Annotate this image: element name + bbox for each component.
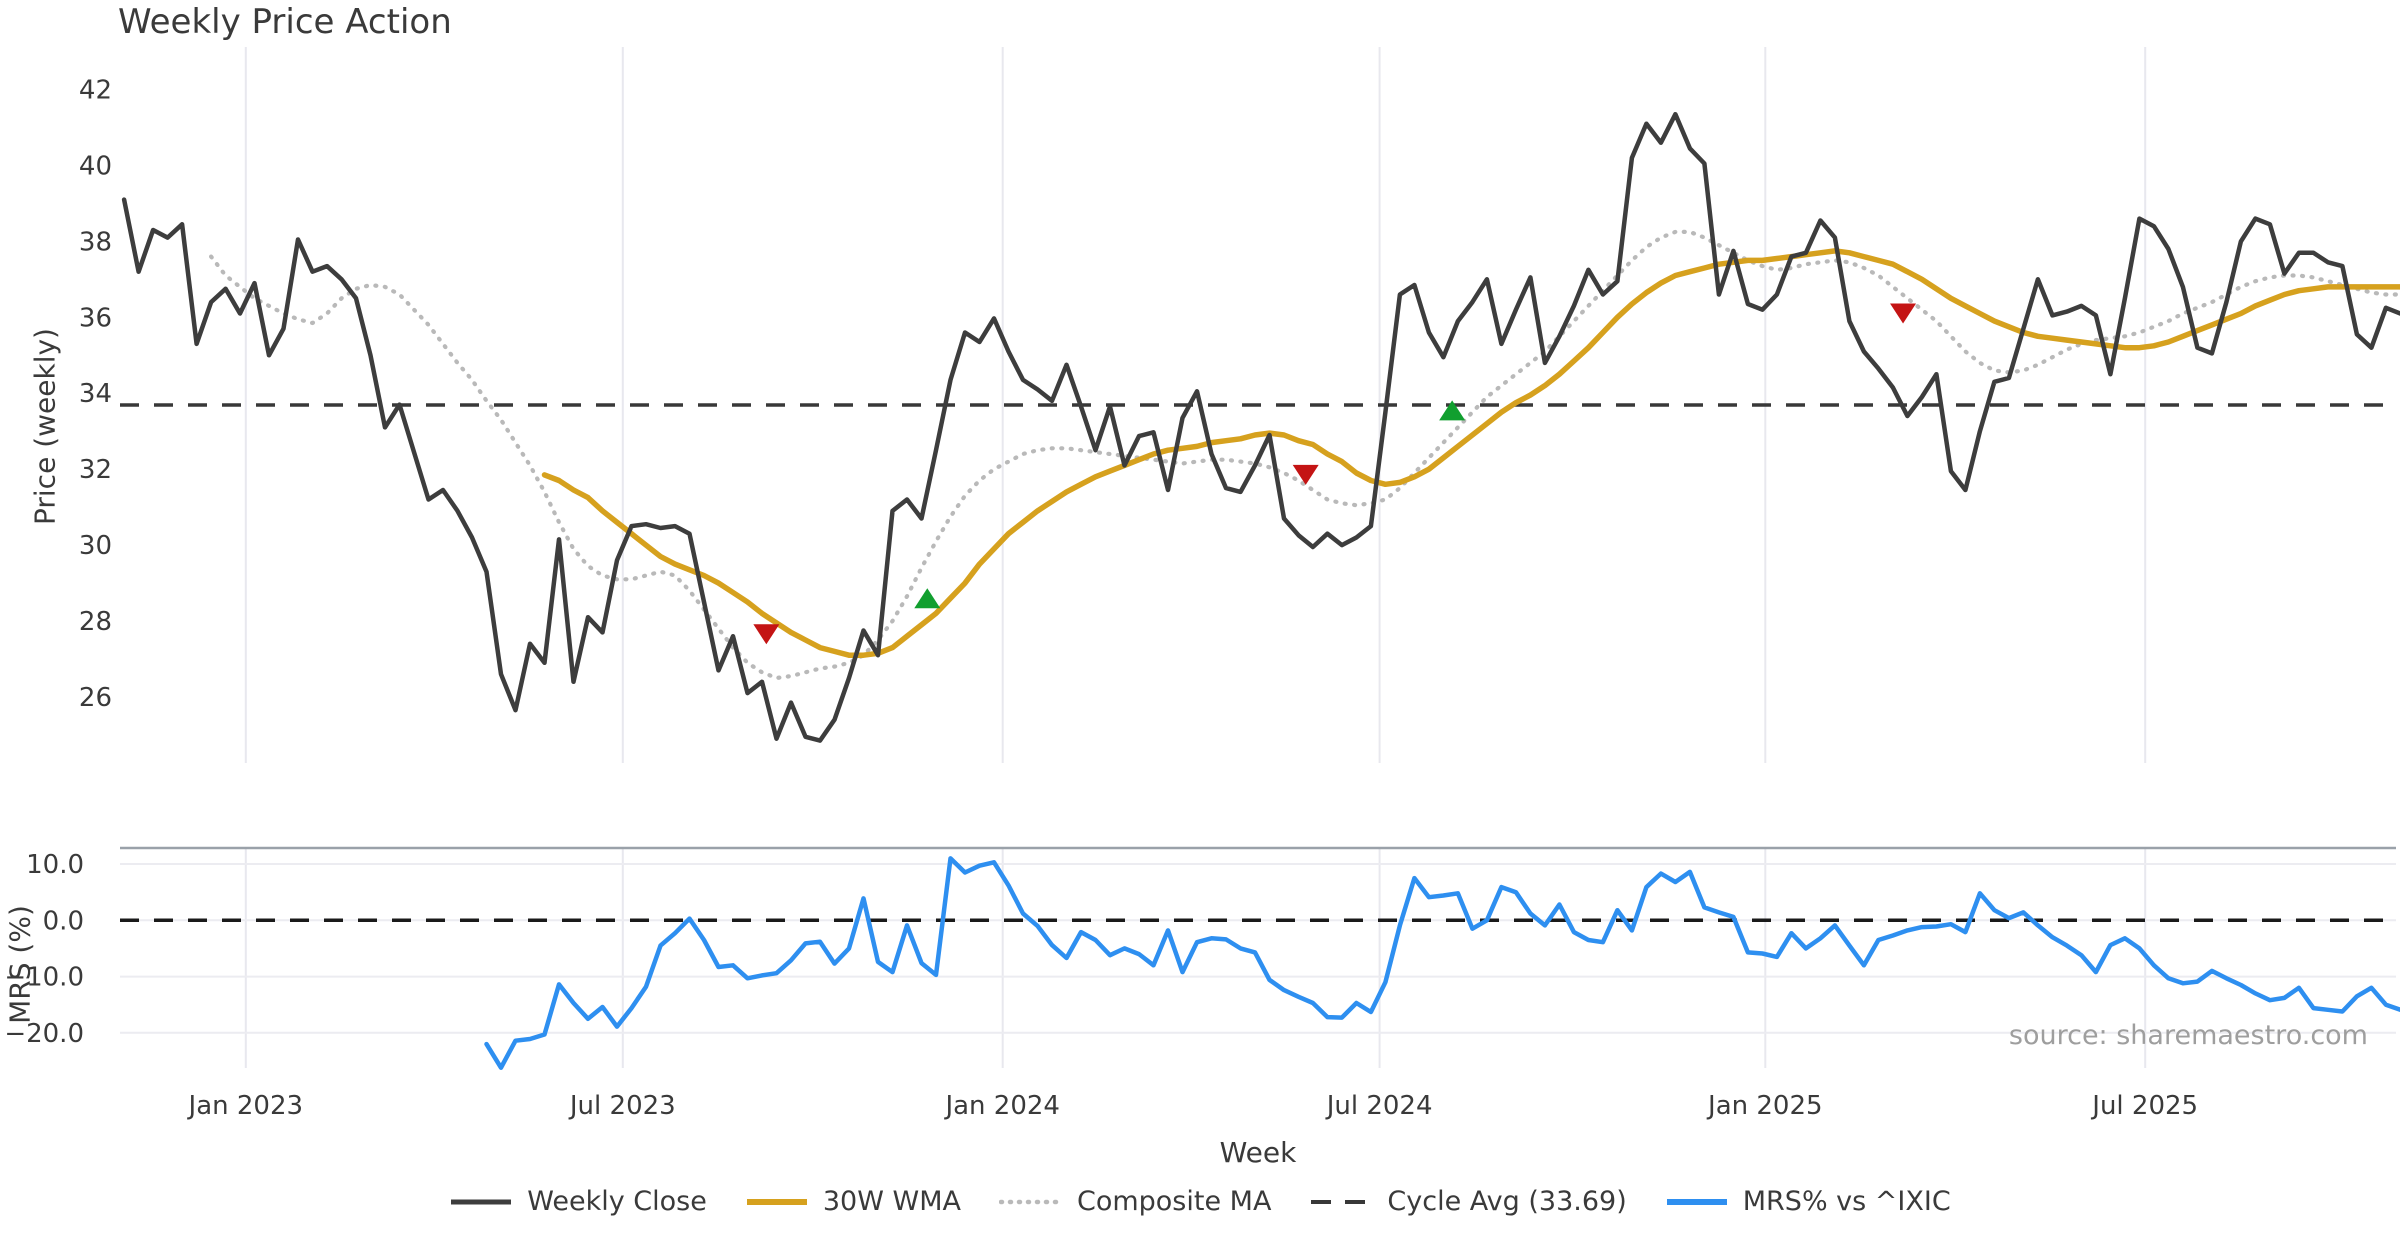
price-y-axis-label: Price (weekly)	[28, 328, 62, 525]
legend-item-weekly-close: Weekly Close	[449, 1186, 707, 1217]
chart-title: Weekly Price Action	[118, 2, 452, 42]
legend-label: Composite MA	[1076, 1186, 1272, 1217]
price-y-tick-label: 38	[79, 227, 112, 257]
price-y-tick-label: 32	[79, 455, 112, 485]
mrs-y-tick-label: 10.0	[26, 850, 84, 880]
buy-signal-marker	[914, 588, 941, 609]
x-tick-label: Jul 2023	[568, 1091, 676, 1121]
series-weekly-close	[121, 111, 2400, 743]
mrs-y-tick-label: −20.0	[4, 1019, 84, 1049]
x-tick-label: Jan 2023	[187, 1091, 304, 1121]
price-y-tick-label: 40	[79, 151, 112, 181]
legend-item-mrs-vs-ixic: MRS% vs ^IXIC	[1665, 1186, 1951, 1217]
legend-item-cycle-avg-33-69: Cycle Avg (33.69)	[1309, 1186, 1627, 1217]
sell-signal-marker	[1292, 464, 1319, 485]
legend-swatch-dashed-line-icon	[1311, 1199, 1372, 1204]
price-y-tick-label: 26	[79, 683, 112, 713]
buy-signal-marker	[1439, 400, 1466, 421]
legend-label: Cycle Avg (33.69)	[1387, 1186, 1627, 1217]
mrs-y-tick-label: −10.0	[4, 963, 84, 993]
legend-item-composite-ma: Composite MA	[998, 1186, 1272, 1217]
x-tick-label: Jan 2024	[943, 1091, 1060, 1121]
legend-swatch-solid-line-icon	[1666, 1198, 1727, 1205]
sell-signal-marker	[1890, 303, 1917, 324]
price-y-tick-label: 42	[79, 76, 112, 106]
source-credit: source: sharemaestro.com	[2008, 1020, 2368, 1051]
legend-label: Weekly Close	[527, 1186, 707, 1217]
series-mrs-vs-ixic	[484, 856, 2400, 1070]
legend-label: MRS% vs ^IXIC	[1742, 1186, 1951, 1217]
price-y-tick-label: 28	[79, 607, 112, 637]
legend-label: 30W WMA	[822, 1186, 961, 1217]
legend-swatch-dotted-line-icon	[998, 1199, 1063, 1204]
legend-swatch-solid-line-icon	[746, 1198, 807, 1205]
legend: Weekly Close 30W WMA Composite MA Cycle Avg…	[0, 1186, 2400, 1217]
mrs-y-tick-label: 0.0	[43, 906, 84, 936]
price-y-tick-label: 36	[79, 303, 112, 333]
sell-signal-marker	[753, 624, 780, 645]
x-tick-label: Jan 2025	[1706, 1091, 1823, 1121]
mrs-y-axis-label: MRS (%)	[3, 905, 37, 1024]
x-tick-label: Jul 2025	[2090, 1091, 2198, 1121]
price-y-tick-label: 30	[79, 531, 112, 561]
x-tick-label: Jul 2024	[1325, 1091, 1433, 1121]
legend-swatch-solid-line-icon	[451, 1199, 512, 1204]
price-y-tick-label: 34	[79, 379, 112, 409]
legend-item-30w-wma: 30W WMA	[745, 1186, 961, 1217]
x-axis-label: Week	[1219, 1136, 1297, 1169]
series-composite-ma	[209, 229, 2400, 681]
